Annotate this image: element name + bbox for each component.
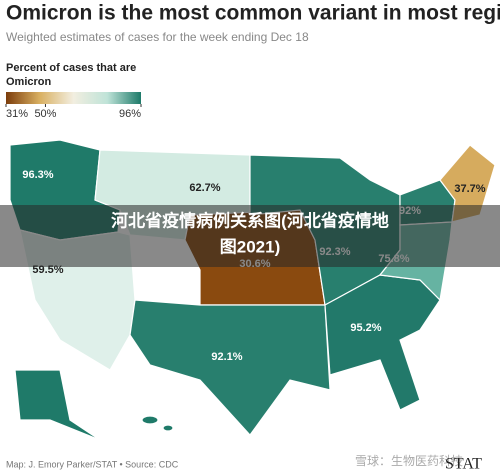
region-label: 95.2%: [350, 322, 381, 334]
legend-tick-label: 31%: [6, 108, 28, 120]
credit: Map: J. Emory Parker/STAT • Source: CDC: [6, 459, 179, 469]
region-label: 62.7%: [189, 182, 220, 194]
region-label: 92.1%: [211, 351, 242, 363]
region: [129, 299, 331, 436]
subtitle: Weighted estimates of cases for the week…: [6, 30, 309, 44]
title: Omicron is the most common variant in mo…: [6, 2, 500, 25]
region-label: 37.7%: [454, 183, 485, 195]
legend-tick-label: 96%: [119, 108, 141, 120]
watermark: 雪球：生物医药科技: [355, 454, 463, 468]
banner-text: 图2021): [220, 237, 280, 256]
region-label: 96.3%: [22, 169, 53, 181]
legend-bar: [6, 92, 141, 104]
region: [14, 369, 101, 441]
legend-title: Percent of cases that are: [6, 62, 136, 74]
hawaii: [141, 415, 159, 425]
hawaii: [162, 424, 174, 432]
banner-bg: [0, 205, 500, 267]
banner-text: 河北省疫情病例关系图(河北省疫情地: [111, 210, 389, 230]
legend-title: Omicron: [6, 76, 52, 88]
logo: STAT: [445, 456, 482, 473]
legend-tick-label: 50%: [34, 108, 56, 120]
region: [324, 274, 441, 411]
